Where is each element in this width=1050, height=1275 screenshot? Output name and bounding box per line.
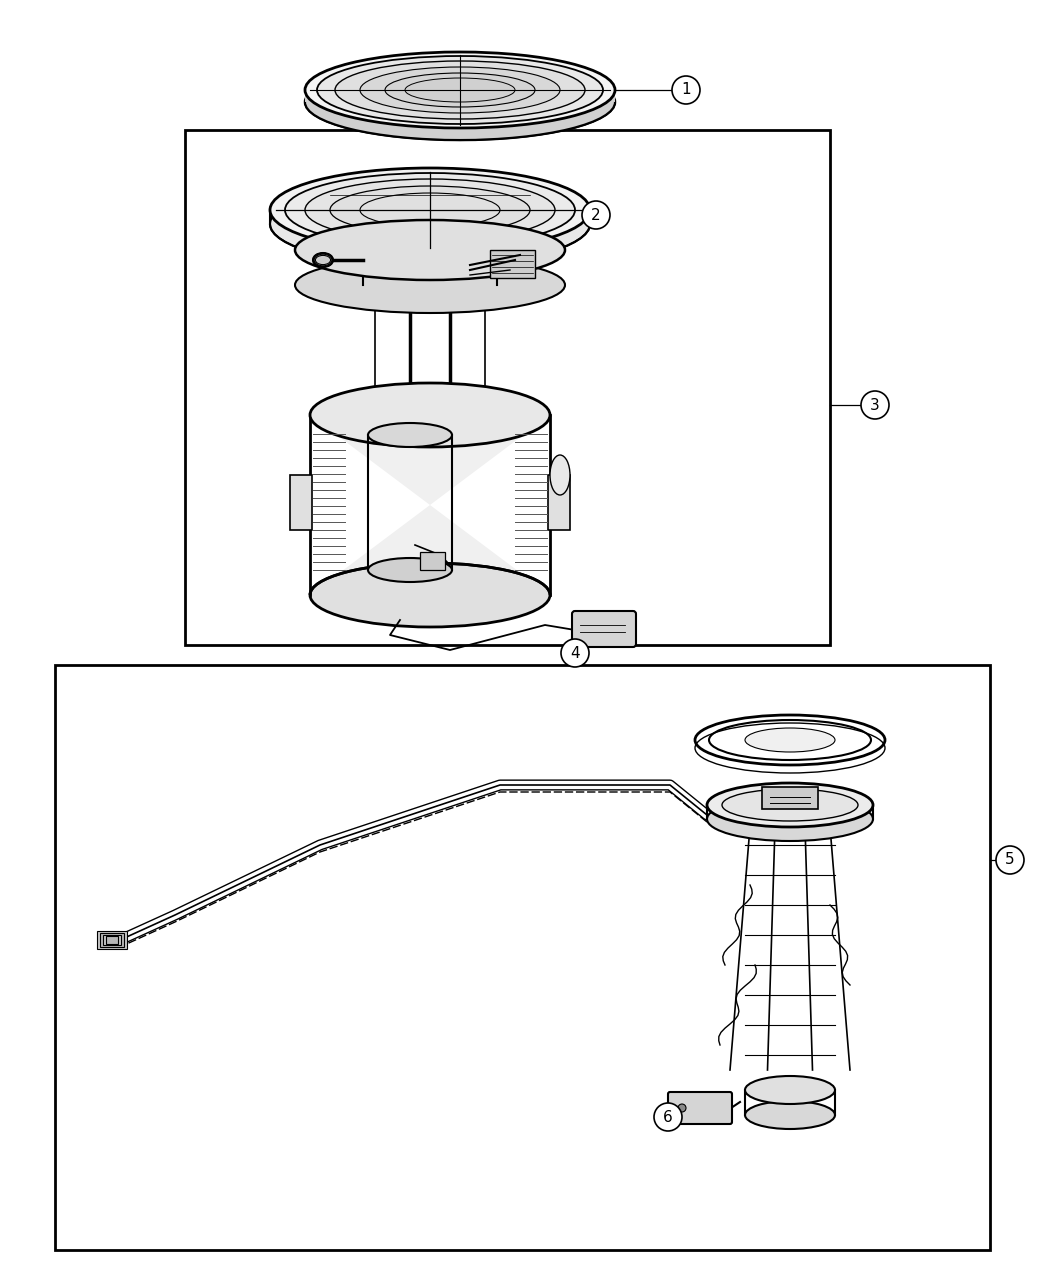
Ellipse shape: [310, 382, 550, 448]
Ellipse shape: [270, 182, 590, 266]
FancyBboxPatch shape: [490, 250, 536, 278]
Ellipse shape: [270, 168, 590, 252]
Circle shape: [654, 1103, 682, 1131]
FancyBboxPatch shape: [548, 476, 570, 530]
FancyBboxPatch shape: [572, 611, 636, 646]
Text: 5: 5: [1005, 853, 1014, 867]
FancyBboxPatch shape: [106, 936, 118, 944]
Ellipse shape: [310, 564, 550, 627]
Ellipse shape: [550, 455, 570, 495]
Ellipse shape: [707, 797, 873, 842]
Ellipse shape: [295, 221, 565, 280]
Circle shape: [996, 847, 1024, 873]
FancyBboxPatch shape: [420, 552, 445, 570]
Ellipse shape: [304, 179, 555, 241]
FancyBboxPatch shape: [762, 787, 818, 810]
Text: 1: 1: [681, 83, 691, 97]
Ellipse shape: [360, 68, 560, 113]
Text: 4: 4: [570, 645, 580, 660]
Ellipse shape: [317, 56, 603, 124]
Ellipse shape: [285, 173, 575, 247]
Ellipse shape: [405, 78, 514, 102]
Circle shape: [672, 76, 700, 105]
Ellipse shape: [746, 1102, 835, 1128]
Circle shape: [861, 391, 889, 419]
Text: 2: 2: [591, 208, 601, 223]
Ellipse shape: [746, 728, 835, 752]
FancyBboxPatch shape: [100, 933, 124, 947]
Ellipse shape: [335, 61, 585, 119]
FancyBboxPatch shape: [668, 1091, 732, 1125]
Ellipse shape: [313, 252, 333, 266]
Polygon shape: [310, 382, 550, 595]
Text: 6: 6: [664, 1109, 673, 1125]
Ellipse shape: [368, 558, 452, 581]
Circle shape: [582, 201, 610, 229]
Bar: [55, 666, 990, 1250]
Text: 3: 3: [870, 398, 880, 413]
Ellipse shape: [330, 186, 530, 235]
Ellipse shape: [304, 52, 615, 128]
Polygon shape: [304, 91, 615, 140]
Bar: [185, 130, 830, 645]
Ellipse shape: [295, 258, 565, 312]
FancyBboxPatch shape: [290, 476, 312, 530]
FancyBboxPatch shape: [103, 935, 121, 945]
Ellipse shape: [722, 789, 858, 821]
Ellipse shape: [368, 423, 452, 448]
Ellipse shape: [707, 783, 873, 827]
Circle shape: [678, 1104, 686, 1112]
Ellipse shape: [746, 1076, 835, 1104]
Circle shape: [561, 639, 589, 667]
FancyBboxPatch shape: [97, 931, 127, 949]
Ellipse shape: [385, 73, 536, 107]
Ellipse shape: [304, 64, 615, 140]
